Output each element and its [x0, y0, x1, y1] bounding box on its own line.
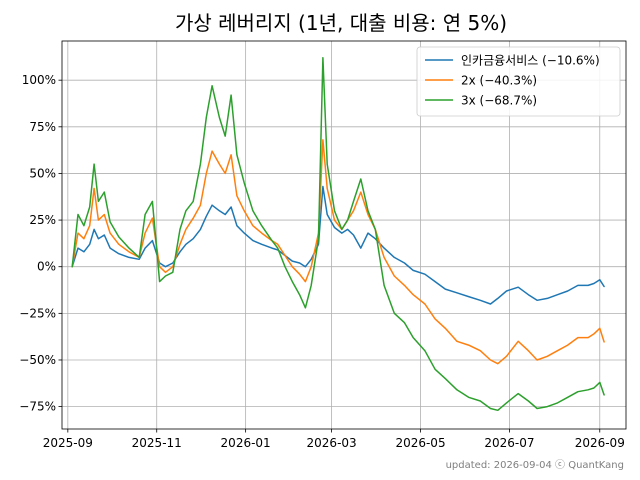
series-line-1: [71, 139, 605, 365]
plot-area: [61, 40, 627, 430]
legend-label: 인카금융서비스 (−10.6%): [461, 54, 600, 68]
x-tick-label: 2026-03: [307, 436, 357, 450]
chart-title: 가상 레버리지 (1년, 대출 비용: 연 5%): [175, 11, 507, 35]
x-axis: 2025-09 2025-11 2026-01 2026-03 2026-05 2026-…: [43, 429, 625, 450]
series-line-0: [71, 185, 605, 305]
legend: 인카금융서비스 (−10.6%) 2x (−40.3%) 3x (−68.7%): [416, 46, 621, 117]
series-line-2: [71, 57, 605, 412]
y-tick-label: 25%: [29, 213, 56, 227]
footer-credit: updated: 2026-09-04 ⓒ QuantKang: [446, 459, 624, 471]
y-axis: −75% −50% −25% 0% 25% 50% 75% 100%: [19, 73, 62, 414]
x-tick-label: 2026-07: [484, 436, 534, 450]
legend-frame: [416, 46, 621, 117]
legend-label: 3x (−68.7%): [461, 94, 537, 108]
x-tick-label: 2026-05: [395, 436, 445, 450]
legend-label: 2x (−40.3%): [461, 74, 537, 88]
series-lines: [71, 57, 605, 412]
y-tick-label: 100%: [22, 73, 56, 87]
x-tick-label: 2025-09: [43, 436, 93, 450]
y-tick-label: 75%: [29, 120, 56, 134]
y-tick-label: 50%: [29, 166, 56, 180]
x-tick-label: 2025-11: [132, 436, 182, 450]
x-tick-label: 2026-01: [221, 436, 271, 450]
x-tick-label: 2026-09: [575, 436, 625, 450]
y-tick-label: −25%: [19, 306, 56, 320]
y-tick-label: −50%: [19, 353, 56, 367]
y-tick-label: 0%: [37, 260, 56, 274]
y-tick-label: −75%: [19, 400, 56, 414]
